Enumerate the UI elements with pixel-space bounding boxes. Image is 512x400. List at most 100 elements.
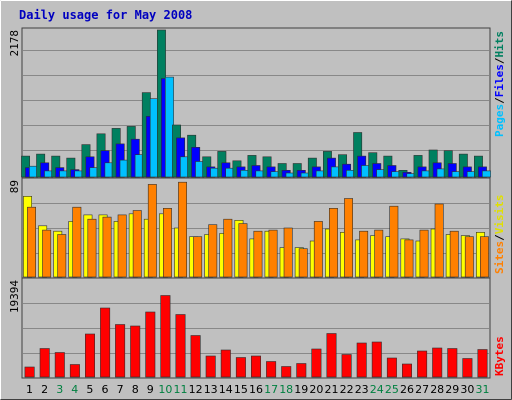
day-label-23: 23 — [355, 383, 369, 396]
bar-sites-day-4 — [72, 206, 82, 278]
day-label-11: 11 — [174, 383, 188, 396]
day-label-26: 26 — [400, 383, 414, 396]
day-label-3: 3 — [56, 383, 63, 396]
bar-sites-day-12 — [193, 236, 203, 278]
bar-kbytes-day-20 — [311, 348, 322, 378]
day-label-25: 25 — [385, 383, 399, 396]
day-label-16: 16 — [249, 383, 263, 396]
bar-sites-day-16 — [253, 230, 263, 278]
day-label-30: 30 — [460, 383, 474, 396]
side-label-pages-files-hits: Pages/Files/Hits — [493, 31, 506, 137]
bar-sites-day-30 — [464, 236, 474, 278]
bar-sites-day-24 — [374, 229, 384, 278]
side-label-pages: Pages — [493, 104, 506, 137]
side-label-sites: Sites — [493, 241, 506, 274]
day-label-7: 7 — [117, 383, 124, 396]
bar-sites-day-26 — [404, 239, 414, 278]
day-label-15: 15 — [234, 383, 248, 396]
day-label-8: 8 — [132, 383, 139, 396]
side-label-files: Files — [493, 64, 506, 97]
y-max-label-kbytes: 19394 — [8, 280, 21, 313]
y-max-label-visits: 89 — [8, 180, 21, 193]
bar-sites-day-17 — [268, 229, 278, 278]
bar-kbytes-day-13 — [205, 355, 216, 378]
day-label-24: 24 — [370, 383, 384, 396]
bar-kbytes-day-16 — [251, 355, 262, 378]
bar-sites-day-1 — [27, 206, 36, 278]
bar-sites-day-15 — [238, 223, 248, 278]
bar-kbytes-day-8 — [130, 325, 141, 378]
bar-sites-day-22 — [344, 198, 353, 278]
bar-kbytes-day-25 — [386, 357, 397, 378]
bar-kbytes-day-24 — [371, 341, 382, 378]
side-label-sites-visits: Sites/Visits — [493, 195, 506, 275]
bar-kbytes-day-1 — [24, 366, 35, 378]
day-label-29: 29 — [445, 383, 459, 396]
chart-title: Daily usage for May 2008 — [19, 8, 192, 22]
bar-sites-day-2 — [42, 229, 52, 278]
bar-kbytes-day-9 — [145, 311, 156, 378]
side-label-sep: / — [493, 57, 506, 64]
bar-kbytes-day-30 — [462, 358, 473, 378]
panel-kbytes: 19394 KBytes — [8, 277, 506, 379]
bar-sites-day-11 — [178, 181, 187, 278]
bar-kbytes-day-18 — [281, 366, 292, 378]
panel-frame — [21, 277, 491, 379]
bar-sites-day-29 — [449, 230, 459, 278]
day-label-20: 20 — [309, 383, 323, 396]
bar-kbytes-day-4 — [69, 364, 80, 378]
day-label-12: 12 — [189, 383, 203, 396]
panel-bars — [21, 29, 491, 178]
bar-kbytes-day-29 — [447, 348, 458, 378]
day-label-1: 1 — [26, 383, 33, 396]
y-max-label-hits: 2178 — [8, 30, 21, 57]
bar-kbytes-day-11 — [175, 314, 186, 378]
bar-kbytes-day-27 — [417, 350, 428, 378]
bar-kbytes-day-23 — [356, 342, 367, 378]
side-label-visits: Visits — [493, 195, 506, 235]
bar-kbytes-day-6 — [100, 307, 111, 378]
bar-sites-day-28 — [434, 203, 444, 278]
day-label-19: 19 — [294, 383, 308, 396]
day-label-27: 27 — [415, 383, 429, 396]
bar-kbytes-day-7 — [115, 324, 126, 378]
bar-sites-day-8 — [132, 210, 142, 278]
side-label-hits: Hits — [493, 31, 506, 58]
bar-kbytes-day-22 — [341, 354, 352, 378]
day-label-2: 2 — [41, 383, 48, 396]
day-label-17: 17 — [264, 383, 278, 396]
day-label-21: 21 — [325, 383, 339, 396]
bar-pages-day-31 — [481, 170, 491, 178]
bar-kbytes-day-3 — [54, 352, 65, 378]
x-axis-day-labels: 1 2 3 4 5 6 7 8 9 10 11 12 13 14 15 16 17 18 19 20 21 22 23 24 2… — [26, 383, 490, 396]
side-label-kbytes: KBytes — [493, 336, 506, 376]
bar-sites-day-13 — [208, 224, 218, 278]
day-label-28: 28 — [430, 383, 444, 396]
day-label-5: 5 — [86, 383, 93, 396]
day-label-10: 10 — [158, 383, 172, 396]
day-label-6: 6 — [102, 383, 109, 396]
bar-sites-day-20 — [313, 221, 323, 278]
bar-sites-day-27 — [419, 229, 429, 278]
panel-gridlines — [23, 50, 489, 151]
bar-kbytes-day-10 — [160, 295, 171, 378]
day-label-13: 13 — [204, 383, 218, 396]
bar-sites-day-7 — [117, 214, 127, 278]
day-label-9: 9 — [147, 383, 154, 396]
day-label-4: 4 — [71, 383, 78, 396]
bar-kbytes-day-17 — [266, 361, 277, 378]
bar-sites-day-14 — [223, 218, 233, 278]
bar-sites-day-31 — [479, 236, 489, 278]
bar-sites-day-25 — [389, 205, 399, 278]
panel-bars — [24, 295, 488, 378]
day-label-22: 22 — [340, 383, 354, 396]
bar-kbytes-day-12 — [190, 335, 201, 378]
side-label-sep: / — [493, 97, 506, 104]
bar-sites-day-5 — [87, 218, 97, 278]
day-label-31: 31 — [476, 383, 490, 396]
bar-kbytes-day-26 — [401, 363, 412, 378]
day-label-14: 14 — [219, 383, 233, 396]
bar-kbytes-day-15 — [235, 357, 246, 378]
